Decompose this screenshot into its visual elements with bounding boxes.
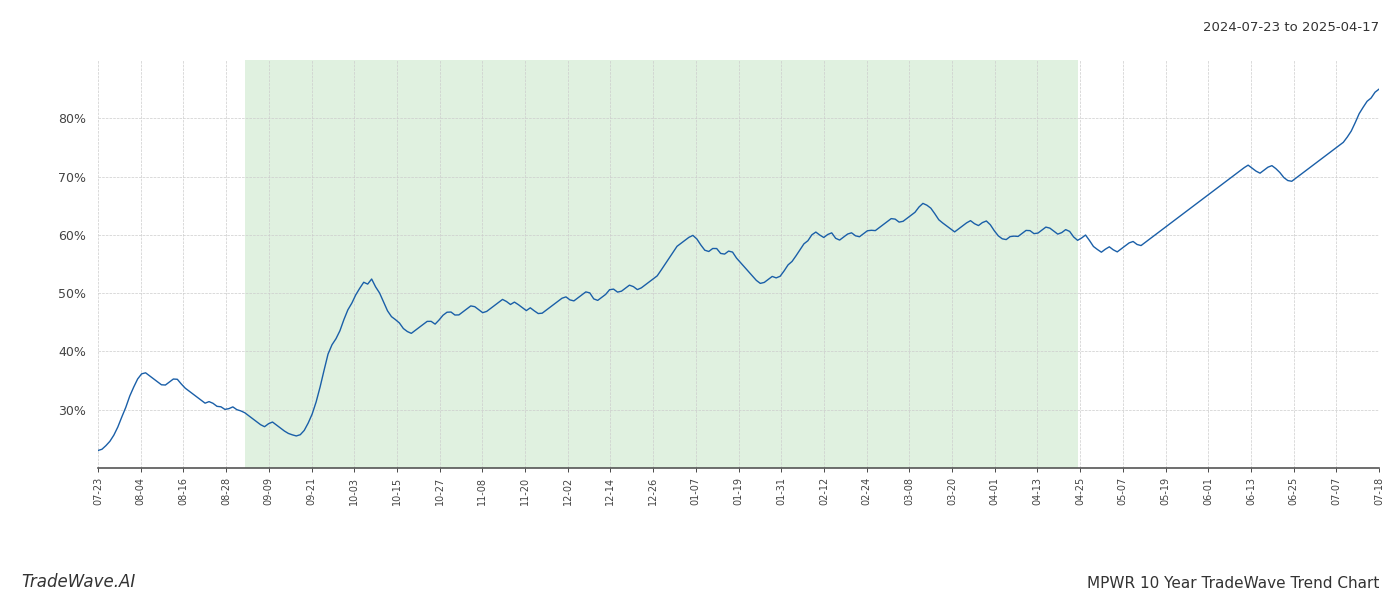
Text: MPWR 10 Year TradeWave Trend Chart: MPWR 10 Year TradeWave Trend Chart (1086, 576, 1379, 591)
Text: TradeWave.AI: TradeWave.AI (21, 573, 136, 591)
Bar (245, 60, 1078, 468)
Text: 2024-07-23 to 2025-04-17: 2024-07-23 to 2025-04-17 (1203, 21, 1379, 34)
